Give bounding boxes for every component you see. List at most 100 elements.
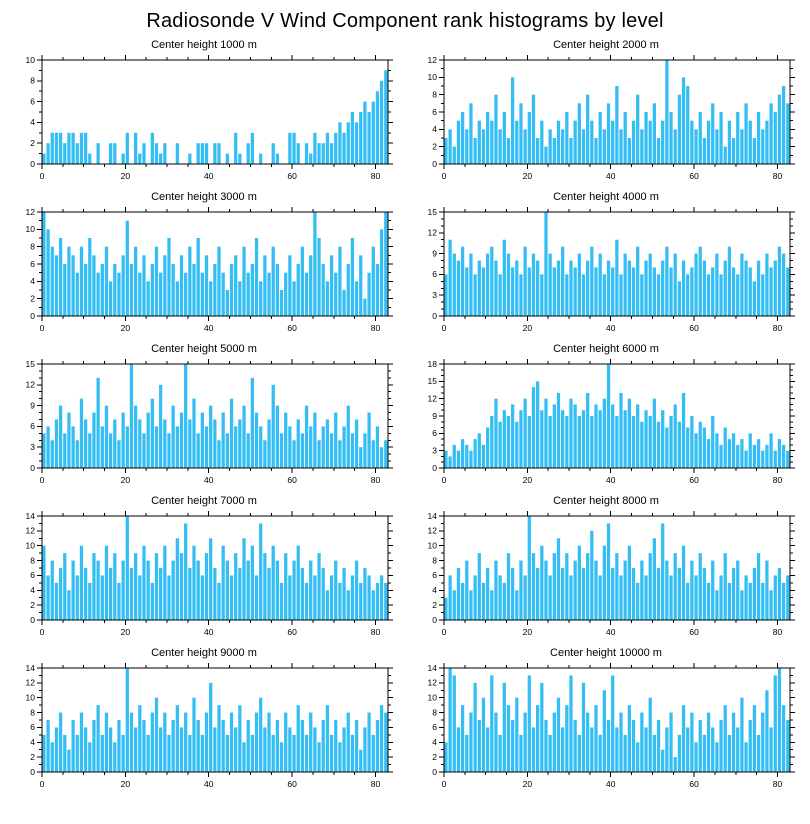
svg-text:6: 6	[432, 428, 437, 438]
svg-text:3: 3	[30, 442, 35, 452]
svg-text:80: 80	[371, 475, 381, 485]
svg-text:0: 0	[30, 615, 35, 625]
svg-text:20: 20	[121, 779, 131, 789]
svg-text:40: 40	[204, 171, 214, 181]
svg-text:0: 0	[40, 323, 45, 333]
svg-text:60: 60	[287, 627, 297, 637]
svg-text:12: 12	[26, 678, 36, 688]
svg-text:0: 0	[442, 323, 447, 333]
svg-text:15: 15	[428, 207, 438, 217]
histogram-grid: Center height 1000 m 0 2 4 6 8 10 0 20 40 60 80 Ce…	[0, 39, 810, 796]
svg-text:12: 12	[428, 228, 438, 238]
svg-text:2: 2	[30, 293, 35, 303]
svg-text:6: 6	[30, 96, 35, 106]
rank-histogram-9000m: 0 2 4 6 8 10 12 14 0 20 40 60 80	[26, 663, 393, 789]
svg-text:10: 10	[26, 541, 36, 551]
svg-text:80: 80	[371, 323, 381, 333]
svg-text:6: 6	[30, 570, 35, 580]
svg-text:10: 10	[26, 224, 36, 234]
svg-text:0: 0	[30, 311, 35, 321]
svg-text:80: 80	[773, 323, 783, 333]
svg-text:0: 0	[432, 311, 437, 321]
histogram-panel-6000m: Center height 6000 m 0 3 6 9 12 15 18 0 20 40 60 80	[412, 343, 800, 492]
svg-text:0: 0	[30, 463, 35, 473]
svg-text:4: 4	[432, 737, 437, 747]
svg-text:8: 8	[432, 707, 437, 717]
svg-text:0: 0	[30, 767, 35, 777]
svg-text:6: 6	[30, 421, 35, 431]
svg-text:60: 60	[287, 779, 297, 789]
svg-text:80: 80	[371, 171, 381, 181]
svg-text:12: 12	[428, 55, 438, 65]
svg-text:80: 80	[773, 171, 783, 181]
svg-text:6: 6	[432, 570, 437, 580]
svg-text:40: 40	[204, 779, 214, 789]
svg-text:12: 12	[26, 207, 36, 217]
svg-text:9: 9	[432, 411, 437, 421]
svg-text:80: 80	[773, 475, 783, 485]
svg-text:20: 20	[523, 779, 533, 789]
svg-text:20: 20	[523, 171, 533, 181]
svg-text:40: 40	[606, 323, 616, 333]
rank-histogram-4000m: 0 3 6 9 12 15 0 20 40 60 80	[428, 207, 795, 333]
rank-histogram-5000m: 0 3 6 9 12 15 0 20 40 60 80	[26, 359, 393, 485]
svg-text:14: 14	[428, 511, 438, 521]
svg-text:4: 4	[432, 585, 437, 595]
svg-text:60: 60	[689, 323, 699, 333]
histogram-panel-7000m: Center height 7000 m 0 2 4 6 8 10 12 14 0 20 40 60 8…	[10, 495, 398, 644]
svg-text:12: 12	[428, 678, 438, 688]
svg-text:14: 14	[26, 663, 36, 673]
svg-text:60: 60	[689, 475, 699, 485]
svg-text:2: 2	[432, 752, 437, 762]
svg-text:4: 4	[432, 124, 437, 134]
svg-text:20: 20	[121, 475, 131, 485]
svg-text:15: 15	[26, 359, 36, 369]
svg-text:0: 0	[442, 779, 447, 789]
rank-histogram-2000m: 0 2 4 6 8 10 12 0 20 40 60 80	[428, 55, 795, 181]
svg-text:6: 6	[432, 107, 437, 117]
svg-text:8: 8	[30, 76, 35, 86]
histogram-panel-9000m: Center height 9000 m 0 2 4 6 8 10 12 14 0 20 40 60 8…	[10, 647, 398, 796]
svg-text:14: 14	[428, 663, 438, 673]
svg-text:6: 6	[30, 259, 35, 269]
svg-text:0: 0	[432, 615, 437, 625]
svg-text:60: 60	[689, 627, 699, 637]
svg-text:2: 2	[30, 138, 35, 148]
histogram-panel-1000m: Center height 1000 m 0 2 4 6 8 10 0 20 40 60 80	[10, 39, 398, 188]
panel-title-8000m: Center height 8000 m	[553, 495, 659, 507]
svg-text:4: 4	[30, 276, 35, 286]
svg-text:40: 40	[606, 171, 616, 181]
svg-text:20: 20	[121, 323, 131, 333]
svg-text:12: 12	[428, 526, 438, 536]
svg-text:0: 0	[40, 627, 45, 637]
svg-text:8: 8	[432, 555, 437, 565]
svg-text:6: 6	[30, 722, 35, 732]
svg-text:0: 0	[432, 159, 437, 169]
panel-title-7000m: Center height 7000 m	[151, 495, 257, 507]
svg-text:0: 0	[432, 463, 437, 473]
svg-text:6: 6	[432, 269, 437, 279]
svg-text:40: 40	[606, 627, 616, 637]
svg-text:6: 6	[432, 722, 437, 732]
panel-title-4000m: Center height 4000 m	[553, 191, 659, 203]
svg-text:0: 0	[30, 159, 35, 169]
svg-text:40: 40	[606, 779, 616, 789]
svg-text:9: 9	[30, 400, 35, 410]
svg-text:2: 2	[30, 752, 35, 762]
panel-title-6000m: Center height 6000 m	[553, 343, 659, 355]
histogram-panel-2000m: Center height 2000 m 0 2 4 6 8 10 12 0 20 40 60 80	[412, 39, 800, 188]
panel-title-9000m: Center height 9000 m	[151, 647, 257, 659]
svg-text:20: 20	[121, 627, 131, 637]
svg-text:15: 15	[428, 376, 438, 386]
svg-text:4: 4	[30, 737, 35, 747]
svg-text:60: 60	[287, 323, 297, 333]
svg-text:2: 2	[432, 141, 437, 151]
svg-text:10: 10	[428, 693, 438, 703]
svg-text:0: 0	[442, 475, 447, 485]
svg-text:8: 8	[30, 707, 35, 717]
histogram-panel-5000m: Center height 5000 m 0 3 6 9 12 15 0 20 40 60 80	[10, 343, 398, 492]
svg-text:80: 80	[773, 779, 783, 789]
svg-text:10: 10	[428, 72, 438, 82]
rank-histogram-8000m: 0 2 4 6 8 10 12 14 0 20 40 60 80	[428, 511, 795, 637]
histogram-panel-10000m: Center height 10000 m 0 2 4 6 8 10 12 14 0 20 40 60…	[412, 647, 800, 796]
